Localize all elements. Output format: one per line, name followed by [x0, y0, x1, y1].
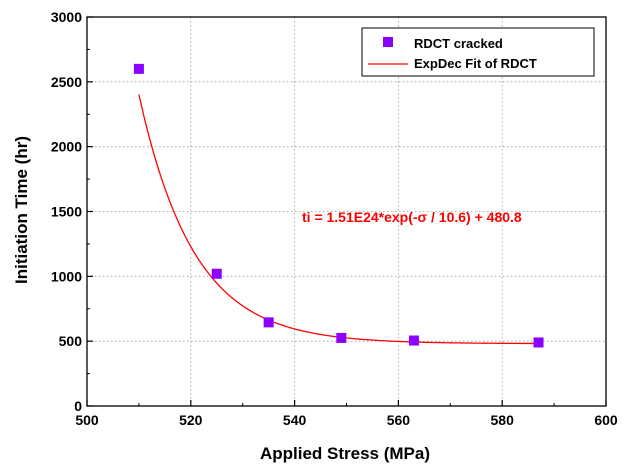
- x-tick-label: 580: [491, 412, 515, 428]
- y-tick-label: 0: [74, 398, 82, 414]
- data-point: [133, 63, 144, 74]
- x-axis-title: Applied Stress (MPa): [260, 444, 430, 463]
- y-tick-label: 2500: [51, 74, 82, 90]
- x-axis: 500 520 540 560 580 600: [75, 400, 618, 428]
- legend-label-expdec-fit: ExpDec Fit of RDCT: [414, 56, 537, 71]
- y-tick-label: 1000: [51, 268, 82, 284]
- fit-equation-annotation: ti = 1.51E24*exp(-σ / 10.6) + 480.8: [302, 209, 522, 225]
- x-tick-label: 500: [75, 412, 99, 428]
- data-point: [336, 332, 347, 343]
- legend: RDCT cracked ExpDec Fit of RDCT: [361, 27, 595, 77]
- y-tick-label: 3000: [51, 9, 82, 25]
- data-points: [133, 63, 544, 348]
- minor-ticks: [87, 48, 555, 406]
- legend-box: [361, 27, 595, 77]
- legend-label-rdct-cracked: RDCT cracked: [414, 36, 503, 51]
- x-tick-label: 520: [179, 412, 203, 428]
- data-point: [533, 337, 544, 348]
- x-tick-label: 560: [387, 412, 411, 428]
- data-point: [408, 335, 419, 346]
- data-point: [263, 317, 274, 328]
- y-axis-title: Initiation Time (hr): [12, 136, 31, 284]
- y-axis: 0 500 1000 1500 2000 2500 3000: [51, 9, 93, 414]
- x-tick-label: 600: [594, 412, 618, 428]
- x-tick-label: 540: [283, 412, 307, 428]
- legend-marker-square: [383, 37, 393, 47]
- data-point: [211, 268, 222, 279]
- y-tick-label: 1500: [51, 204, 82, 220]
- y-tick-label: 500: [59, 333, 83, 349]
- y-tick-label: 2000: [51, 139, 82, 155]
